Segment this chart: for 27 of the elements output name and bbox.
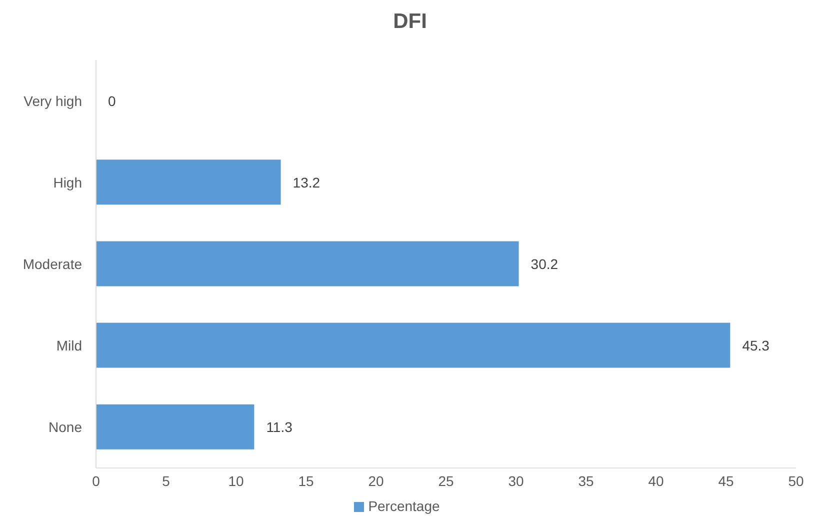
x-tick-label: 25	[438, 472, 454, 489]
x-tick-label: 20	[368, 472, 384, 489]
data-label: 13.2	[292, 174, 320, 190]
x-tick-label: 15	[298, 472, 314, 489]
x-tick-label: 5	[162, 472, 170, 489]
data-label: 0	[108, 92, 116, 109]
chart-title: DFI	[392, 9, 428, 35]
x-tick-label: 50	[788, 472, 804, 489]
x-tick-label: 40	[648, 472, 664, 489]
data-label: 45.3	[742, 338, 770, 354]
y-tick-label: High	[53, 174, 82, 190]
y-tick-label: Moderate	[22, 256, 82, 272]
bar	[96, 322, 730, 368]
x-tick-label: 30	[508, 472, 524, 489]
y-tick-label: Very high	[24, 92, 82, 109]
legend-label: Percentage	[368, 498, 440, 514]
data-label: 30.2	[530, 256, 558, 272]
bar	[96, 241, 519, 286]
x-tick-label: 45	[718, 472, 734, 489]
x-tick-label: 35	[578, 472, 594, 489]
y-tick-label: Mild	[56, 338, 82, 354]
x-tick-label: 0	[92, 472, 100, 489]
bar	[96, 404, 254, 450]
data-label: 11.3	[266, 419, 293, 436]
y-tick-label: None	[48, 419, 82, 436]
bar	[96, 160, 281, 205]
x-tick-label: 10	[228, 472, 244, 489]
